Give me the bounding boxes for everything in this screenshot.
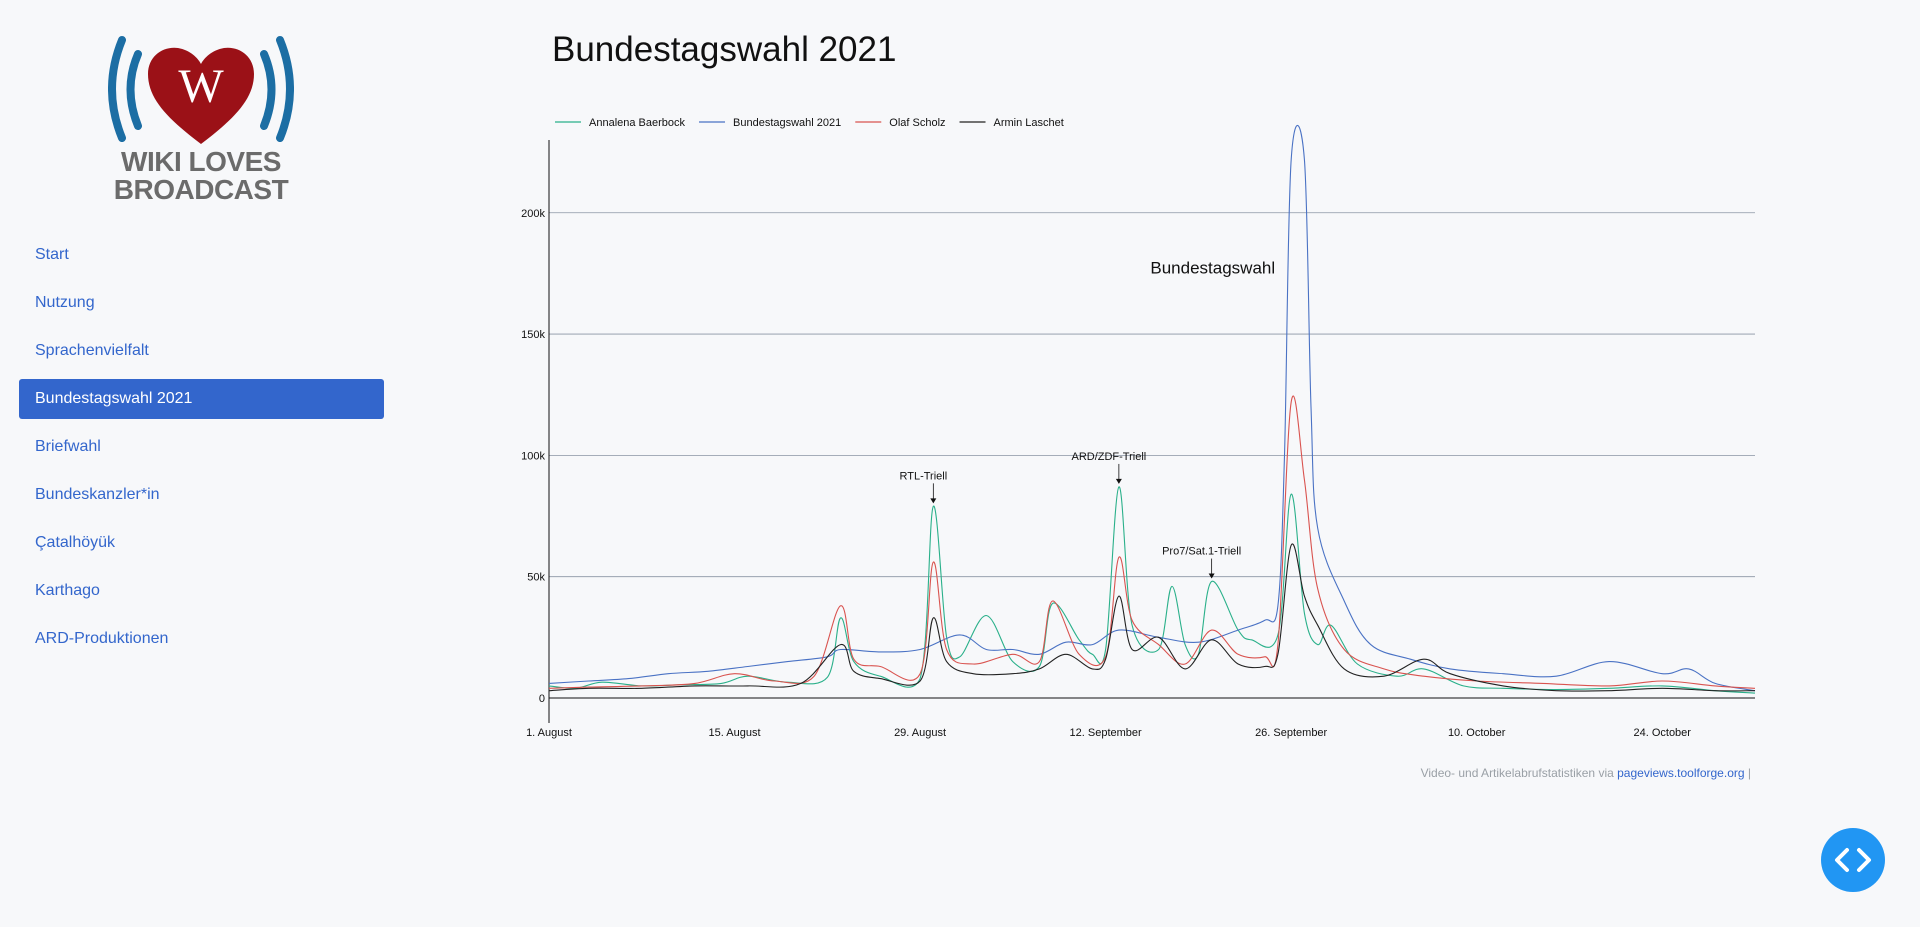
annotation-arrowhead xyxy=(1115,478,1122,484)
nav-item-start[interactable]: Start xyxy=(35,246,69,263)
credit-text: Video- und Artikelabrufstatistiken via xyxy=(1420,766,1618,780)
x-tick-label: 24. October xyxy=(1633,727,1691,739)
x-tick-label: 12. September xyxy=(1070,727,1142,739)
code-toggle-button[interactable] xyxy=(1821,828,1885,892)
nav-item-bundestagswahl-2021[interactable]: Bundestagswahl 2021 xyxy=(19,379,384,419)
y-tick-label: 200k xyxy=(521,208,545,220)
y-tick-label: 0 xyxy=(539,693,545,705)
legend-label: Bundestagswahl 2021 xyxy=(733,117,841,129)
x-tick-label: 10. October xyxy=(1448,727,1506,739)
nav-item-bundeskanzlerin[interactable]: Bundeskanzler*in xyxy=(35,486,160,503)
series-line-armin-laschet xyxy=(548,543,1756,692)
legend-label: Armin Laschet xyxy=(994,117,1064,129)
legend-label: Olaf Scholz xyxy=(889,117,945,129)
series-line-olaf-scholz xyxy=(548,395,1756,689)
y-tick-label: 50k xyxy=(527,572,545,584)
nav-item-nutzung[interactable]: Nutzung xyxy=(35,294,95,311)
y-tick-label: 100k xyxy=(521,450,545,462)
x-tick-label: 26. September xyxy=(1255,727,1327,739)
nav-item-sprachenvielfalt[interactable]: Sprachenvielfalt xyxy=(35,342,149,359)
pageviews-link[interactable]: pageviews.toolforge.org xyxy=(1617,766,1745,780)
annotation-label: ARD/ZDF-Triell xyxy=(1071,451,1146,463)
broadcast-heart-icon: W xyxy=(108,36,294,144)
x-tick-label: 1. August xyxy=(526,727,572,739)
sidebar-nav: Start Nutzung Sprachenvielfalt Bundestag… xyxy=(19,235,384,667)
pageviews-line-chart: 0 50k 100k 150k 200k 1. August 15. August 29. A… xyxy=(521,117,1756,739)
series-line-bundestagswahl-2021 xyxy=(548,124,1756,692)
annotation-arrowhead xyxy=(1208,573,1215,579)
code-brackets-icon xyxy=(1835,848,1871,872)
nav-item-briefwahl[interactable]: Briefwahl xyxy=(35,438,101,455)
wiki-loves-broadcast-logo[interactable]: W WIKI LOVES BROADCAST xyxy=(108,34,294,204)
annotation-label-bundestagswahl: Bundestagswahl xyxy=(1150,258,1275,277)
nav-item-ard-produktionen[interactable]: ARD-Produktionen xyxy=(35,630,169,647)
x-tick-label: 29. August xyxy=(894,727,946,739)
sidebar: W WIKI LOVES BROADCAST Start Nutzung Spr… xyxy=(0,0,400,927)
annotation-label: Pro7/Sat.1-Triell xyxy=(1162,546,1241,558)
svg-text:W: W xyxy=(178,60,224,113)
logo-line-2: BROADCAST xyxy=(113,174,289,205)
logo-line-1: WIKI LOVES xyxy=(121,146,281,177)
page-title: Bundestagswahl 2021 xyxy=(552,30,897,69)
nav-item-karthago[interactable]: Karthago xyxy=(35,582,100,599)
annotation-arrowhead xyxy=(930,498,937,504)
legend-label: Annalena Baerbock xyxy=(589,117,686,129)
nav-item-catalhoyuk[interactable]: Çatalhöyük xyxy=(35,534,116,551)
credit-suffix: | xyxy=(1744,766,1751,780)
series-line-annalena-baerbock xyxy=(548,486,1756,694)
chart-credit: Video- und Artikelabrufstatistiken via p… xyxy=(1421,766,1751,780)
y-tick-label: 150k xyxy=(521,329,545,341)
x-tick-label: 15. August xyxy=(709,727,761,739)
annotation-label: RTL-Triell xyxy=(899,470,947,482)
